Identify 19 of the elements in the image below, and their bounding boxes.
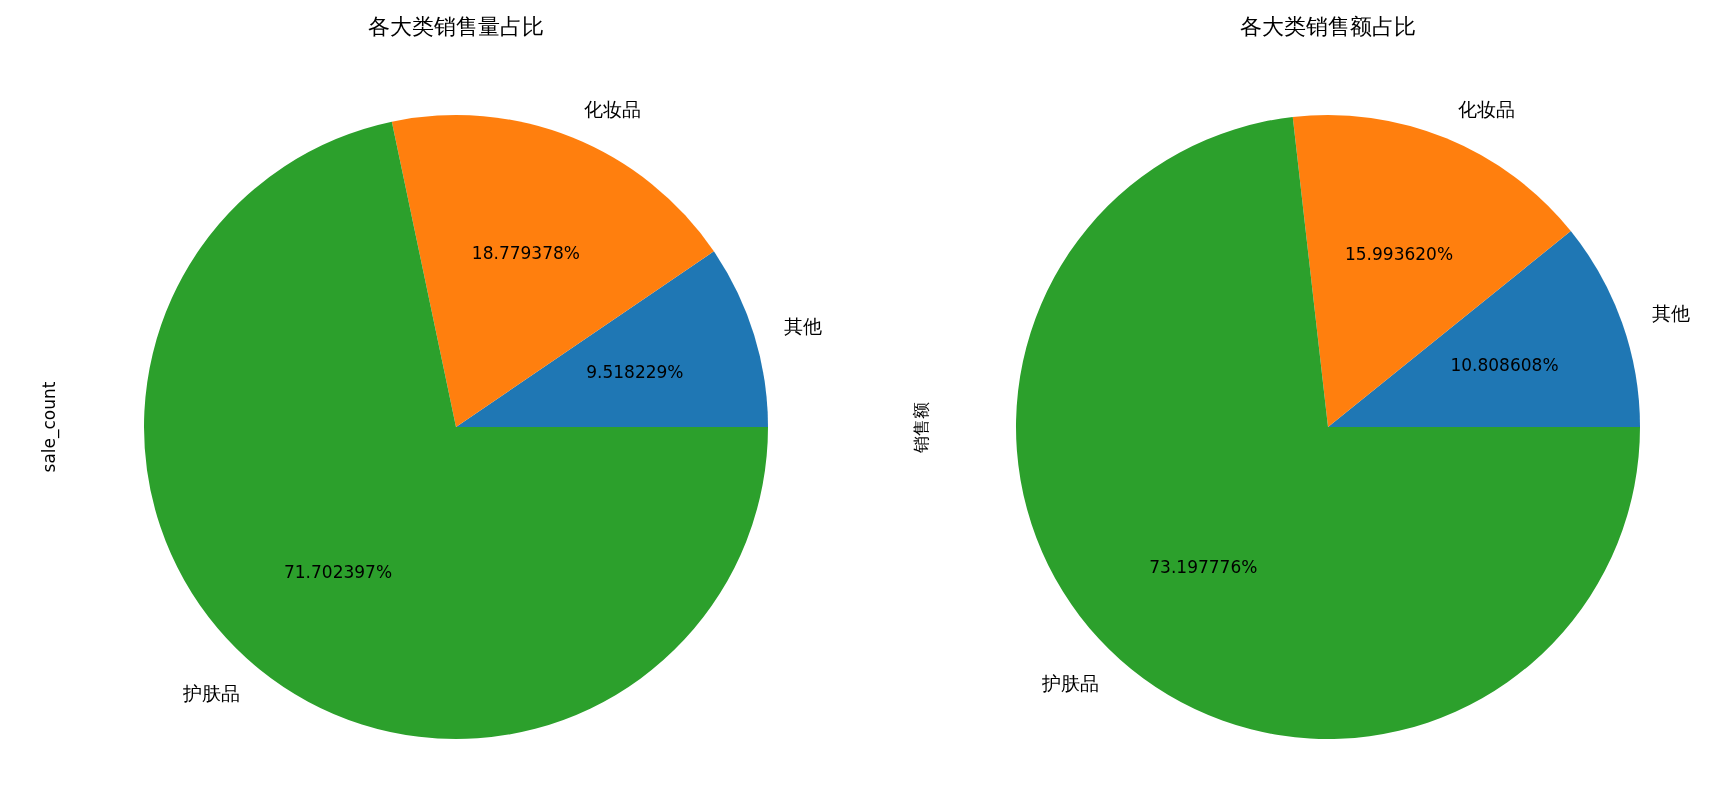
data-label: 9.518229% xyxy=(586,361,684,382)
data-label: 18.779378% xyxy=(471,243,580,264)
pie-slice xyxy=(1016,117,1640,739)
slice-label: 护肤品 xyxy=(181,682,240,705)
slice-label: 护肤品 xyxy=(1041,672,1100,695)
data-label: 71.702397% xyxy=(283,562,393,583)
text: sale_count xyxy=(39,381,60,473)
pie-slice xyxy=(144,121,768,739)
slice-label: 化妆品 xyxy=(584,97,642,120)
chart-title: 各大类销售量占比 xyxy=(368,13,544,39)
pie-slice xyxy=(1328,231,1640,427)
data-label: 10.808608% xyxy=(1450,354,1559,375)
slice-label: 化妆品 xyxy=(1458,98,1516,121)
text: 销售额 xyxy=(911,401,931,454)
data-label: 15.993620% xyxy=(1344,243,1454,264)
data-label: 73.197776% xyxy=(1149,556,1258,577)
slice-label: 其他 xyxy=(1651,301,1690,324)
slice-label: 其他 xyxy=(783,314,822,337)
chart-title: 各大类销售额占比 xyxy=(1240,13,1416,39)
